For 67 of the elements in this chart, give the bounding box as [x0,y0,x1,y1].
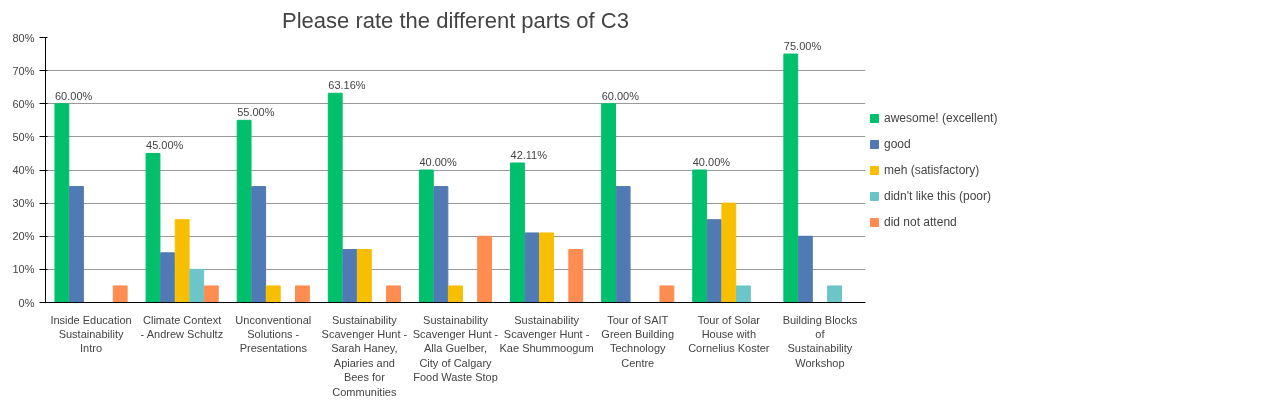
legend-label: didn't like this (poor) [884,188,992,203]
bar [69,186,84,303]
y-tick-label: 10% [12,263,35,276]
data-label: 63.16% [328,79,366,92]
bar [706,219,722,303]
data-label: 45.00% [146,139,184,152]
x-tick-label: Building Blocks of Sustainability Workshop [782,313,858,369]
bar [145,152,161,303]
bar [615,186,631,303]
bar [203,285,219,303]
bar [477,235,493,303]
bar [174,219,190,303]
legend-label: meh (satisfactory) [884,162,980,177]
bar [342,249,358,303]
bar [783,53,799,303]
y-tick-label: 40% [12,164,35,176]
bar [418,169,434,303]
legend-label: awesome! (excellent) [884,110,998,125]
bar [510,162,525,303]
bar [295,285,310,303]
y-tick-label: 70% [12,64,35,77]
bar [327,92,343,303]
data-label: 42.11% [510,149,548,162]
legend-label: good [884,136,911,151]
bar [356,249,372,303]
data-label: 75.00% [783,40,822,53]
bar [112,285,128,303]
bar [54,103,70,303]
bar [189,268,205,303]
bar [797,235,813,303]
data-label: 40.00% [692,156,731,168]
bar [539,232,555,303]
bar [160,252,176,303]
y-tick-label: 50% [12,130,35,143]
x-tick-label: Sustainability Scavenger Hunt - Alla Guelber, City of Calgary Food Waste Stop [412,313,499,384]
bar [721,202,737,303]
x-tick-label: Sustainability Scavenger Hunt - Kae Shummoogum [499,313,594,355]
y-tick-label: 0% [18,296,35,309]
bar [659,285,675,303]
bar [386,285,401,303]
bar [265,285,281,303]
bar [692,169,708,303]
bar [524,232,540,303]
x-tick-label: Unconventional Solutions - Presentations [235,313,312,355]
x-tick-label: Sustainability Scavenger Hunt - Sarah Haney, Apiaries and Bees for Communities [321,313,408,398]
bar [251,186,267,303]
data-label: 55.00% [237,106,275,119]
x-tick-label: Inside Education Sustainability Intro [50,313,132,355]
chart-title: Please rate the different parts of C3 [282,7,629,33]
y-tick-label: 30% [12,197,35,210]
bar [601,103,616,303]
legend-label: did not attend [884,214,957,229]
bar [236,119,252,303]
y-tick-label: 60% [12,97,35,110]
x-tick-label: Climate Context - Andrew Schultz [140,313,224,340]
bar [448,285,463,303]
y-tick-label: 80% [12,31,35,44]
bar [735,285,751,303]
y-tick-label: 20% [12,230,35,243]
data-label: 40.00% [419,156,457,168]
bar [827,285,842,303]
x-tick-label: Tour of Solar House with Cornelius Koster [688,313,770,355]
bar [433,186,449,303]
x-tick-label: Tour of SAIT Green Building Technology Centre [601,313,675,369]
data-label: 60.00% [601,89,640,102]
bar [568,249,584,303]
data-label: 60.00% [54,89,93,102]
